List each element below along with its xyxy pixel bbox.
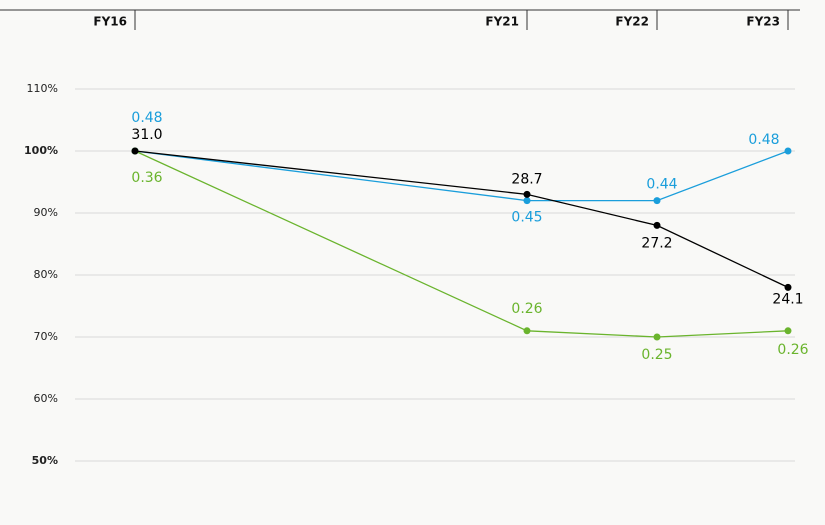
y-tick-label: 50% <box>32 454 58 467</box>
data-point <box>784 327 792 335</box>
point-label: 31.0 <box>131 127 162 143</box>
point-label: 0.48 <box>748 132 779 148</box>
point-label: 0.25 <box>641 347 672 363</box>
data-point <box>523 197 531 205</box>
x-tick-label: FY23 <box>746 15 780 29</box>
point-label: 0.36 <box>131 170 162 186</box>
data-point <box>653 333 661 341</box>
x-tick-label: FY22 <box>615 15 649 29</box>
y-tick-label: 90% <box>34 206 58 219</box>
y-tick-label: 70% <box>34 330 58 343</box>
y-tick-label: 100% <box>24 144 58 157</box>
point-label: 24.1 <box>772 291 803 307</box>
data-point <box>784 283 792 291</box>
point-label: 28.7 <box>511 171 542 187</box>
x-tick-label: FY16 <box>93 15 127 29</box>
x-tick-label: FY21 <box>485 15 519 29</box>
series-line <box>134 150 789 338</box>
data-point <box>653 197 661 205</box>
y-tick-label: 60% <box>34 392 58 405</box>
point-label: 0.48 <box>131 110 162 126</box>
series-line <box>134 150 789 202</box>
data-point <box>131 147 139 155</box>
point-label: 0.45 <box>511 210 542 226</box>
data-point <box>784 147 792 155</box>
y-tick-label: 80% <box>34 268 58 281</box>
data-point <box>523 327 531 335</box>
data-point <box>523 190 531 198</box>
series-line <box>134 150 789 288</box>
point-label: 0.44 <box>646 177 677 193</box>
data-point <box>653 221 661 229</box>
point-label: 27.2 <box>641 235 672 251</box>
point-label: 0.26 <box>777 342 808 358</box>
y-tick-label: 110% <box>27 82 58 95</box>
point-label: 0.26 <box>511 301 542 317</box>
